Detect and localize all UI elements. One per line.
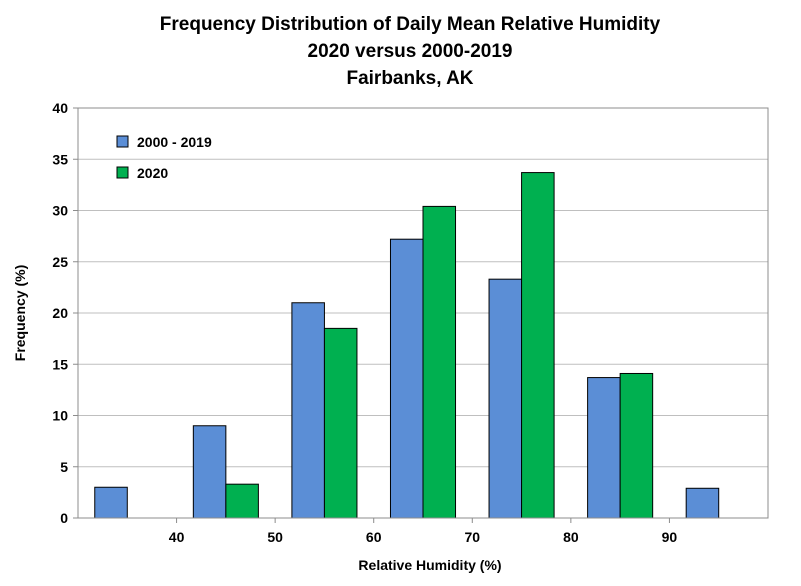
bar xyxy=(389,238,424,519)
title-line-3: Fairbanks, AK xyxy=(346,68,473,89)
x-tick-label: 70 xyxy=(464,529,480,545)
y-tick-label: 40 xyxy=(52,100,68,116)
y-tick-label: 25 xyxy=(52,254,68,270)
y-tick-label: 30 xyxy=(52,203,68,219)
y-axis-label: Frequency (%) xyxy=(12,265,28,361)
x-tick-label: 80 xyxy=(563,529,579,545)
bar xyxy=(323,327,358,519)
x-tick-label: 60 xyxy=(366,529,382,545)
x-axis: 40 50 60 70 80 90 xyxy=(169,518,678,545)
bar xyxy=(685,487,720,519)
y-tick-label: 20 xyxy=(52,305,68,321)
y-tick-label: 15 xyxy=(52,356,68,372)
bar xyxy=(521,172,555,519)
bar xyxy=(291,302,325,519)
x-tick-label: 50 xyxy=(267,529,283,545)
title-line-2: 2020 versus 2000-2019 xyxy=(308,41,513,62)
bar xyxy=(94,486,128,519)
legend-label-2020: 2020 xyxy=(137,165,168,181)
y-tick-label: 5 xyxy=(60,459,68,475)
legend-swatch-2000-2019 xyxy=(116,135,129,148)
bars xyxy=(94,172,720,519)
bar xyxy=(192,425,227,519)
title-line-1: Frequency Distribution of Daily Mean Rel… xyxy=(160,14,661,35)
legend-label-2000-2019: 2000 - 2019 xyxy=(137,134,212,150)
bar xyxy=(587,377,621,519)
x-tick-label: 90 xyxy=(662,529,678,545)
y-axis: 0 5 10 15 20 25 30 35 40 xyxy=(52,100,78,526)
bar xyxy=(488,278,523,519)
legend-swatch-2020 xyxy=(116,166,129,179)
y-tick-label: 10 xyxy=(52,408,68,424)
y-tick-label: 0 xyxy=(60,510,68,526)
bar xyxy=(422,205,457,519)
legend: 2000 - 2019 2020 xyxy=(116,134,212,181)
bar xyxy=(225,483,259,519)
bar xyxy=(619,372,654,519)
x-tick-label: 40 xyxy=(169,529,185,545)
x-axis-label: Relative Humidity (%) xyxy=(358,557,501,573)
chart-title: Frequency Distribution of Daily Mean Rel… xyxy=(160,14,661,89)
y-tick-label: 35 xyxy=(52,151,68,167)
